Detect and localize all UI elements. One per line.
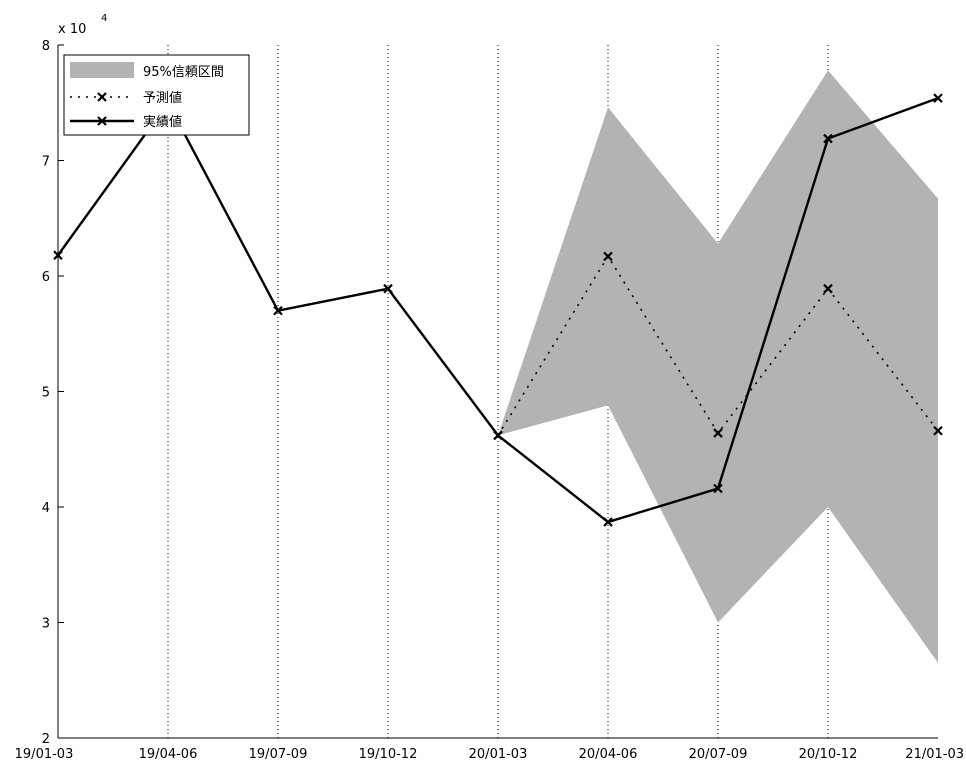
y-tick-label-5: 5: [42, 386, 50, 401]
actual-point-4: [493, 430, 503, 441]
legend-band-label: 95%信頼区間: [143, 65, 224, 80]
confidence-band-layer: [498, 70, 938, 663]
axes-layer: [57, 44, 938, 739]
legend: 95%信頼区間 予測値 実績値: [63, 54, 250, 136]
y-tick-label-6: 6: [42, 270, 50, 285]
actual-point-6: [713, 483, 723, 494]
legend-forecast-marker: [97, 92, 107, 102]
y-tick-label-2: 2: [42, 732, 50, 747]
y-tick-label-4: 4: [42, 501, 50, 516]
forecast-point-7: [823, 283, 833, 294]
confidence-band: [498, 70, 938, 663]
x-tick-label-8: 21/01-03: [905, 747, 964, 762]
tick-labels-layer: x 10 4 2 3 4 5 6 7 8 19/01-03 19/04-06 19/07-09 19…: [15, 13, 964, 762]
x-tick-label-1: 19/04-06: [139, 747, 198, 762]
x-tick-label-2: 19/07-09: [249, 747, 308, 762]
legend-forecast-label: 予測値: [143, 90, 182, 106]
forecast-point-5: [603, 251, 613, 262]
y-multiplier-exponent: 4: [101, 13, 107, 24]
y-tick-label-7: 7: [42, 155, 50, 170]
x-tick-label-4: 20/01-03: [469, 747, 528, 762]
actual-point-2: [273, 305, 283, 316]
x-tick-label-0: 19/01-03: [15, 747, 74, 762]
legend-actual-label: 実績値: [143, 114, 182, 130]
legend-band-swatch: [70, 62, 134, 78]
x-tick-label-6: 20/07-09: [689, 747, 748, 762]
actual-point-5: [603, 517, 613, 527]
legend-actual-marker: [97, 116, 107, 126]
y-multiplier-label: x 10: [58, 22, 86, 37]
x-tick-label-7: 20/10-12: [799, 747, 858, 762]
actual-point-7: [823, 133, 833, 144]
y-tick-label-3: 3: [42, 617, 50, 632]
actual-point-8: [933, 93, 943, 103]
x-tick-label-3: 19/10-12: [359, 747, 418, 762]
forecast-point-6: [713, 428, 723, 438]
actual-point-3: [383, 283, 393, 294]
x-tick-label-5: 20/04-06: [579, 747, 638, 762]
forecast-point-8: [933, 425, 943, 436]
y-tick-label-8: 8: [42, 39, 50, 54]
